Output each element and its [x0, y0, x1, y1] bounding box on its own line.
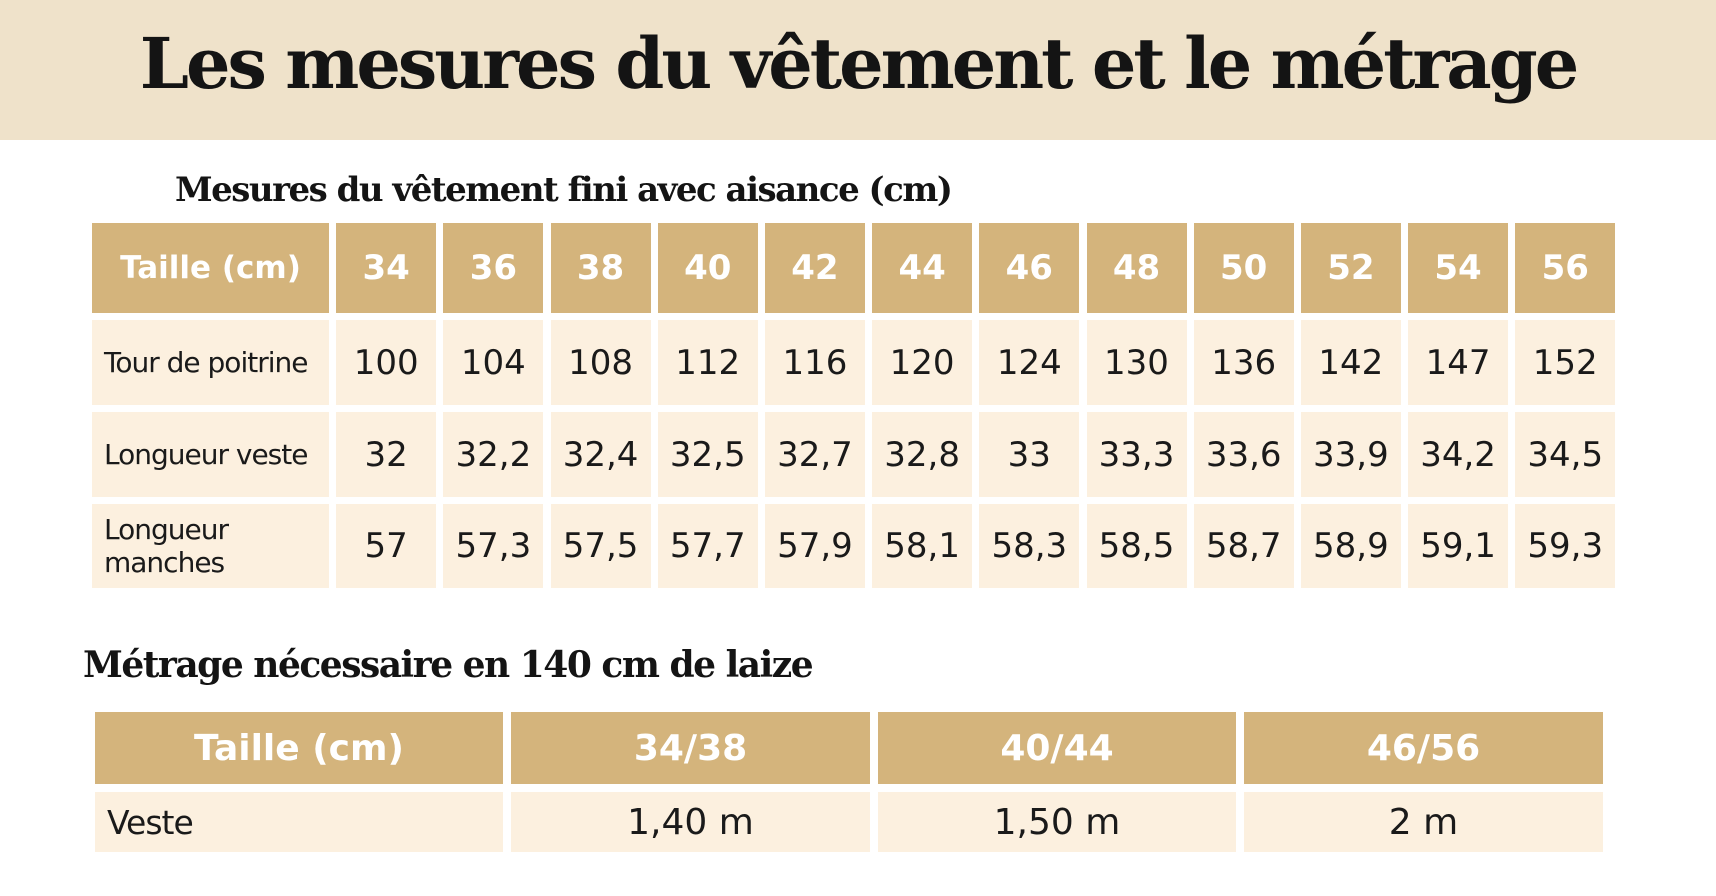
measures-table: Taille (cm) 34 36 38 40 42 44 46 48 50 52 54 56 Tour … [92, 223, 1616, 588]
value-cell: 57,9 [764, 504, 865, 588]
value-cell: 142 [1300, 320, 1401, 405]
header-label-cell: Taille (cm) [95, 712, 503, 784]
value-cell: 59,1 [1408, 504, 1509, 588]
size-header-cell: 54 [1408, 223, 1509, 313]
value-cell: 2 m [1244, 792, 1603, 852]
value-cell: 116 [764, 320, 865, 405]
size-header-cell: 50 [1193, 223, 1294, 313]
size-header-cell: 38 [550, 223, 651, 313]
value-cell: 58,5 [1086, 504, 1187, 588]
value-cell: 33,3 [1086, 412, 1187, 497]
size-header-cell: 56 [1515, 223, 1616, 313]
value-cell: 108 [550, 320, 651, 405]
value-cell: 32,5 [657, 412, 758, 497]
value-cell: 1,50 m [878, 792, 1236, 852]
value-cell: 104 [443, 320, 544, 405]
value-cell: 57,7 [657, 504, 758, 588]
title-band [0, 0, 1716, 140]
value-cell: 124 [979, 320, 1080, 405]
value-cell: 130 [1086, 320, 1187, 405]
value-cell: 57,5 [550, 504, 651, 588]
value-cell: 59,3 [1515, 504, 1616, 588]
size-header-cell: 48 [1086, 223, 1187, 313]
value-cell: 33 [979, 412, 1080, 497]
size-header-cell: 40 [657, 223, 758, 313]
size-header-cell: 46/56 [1244, 712, 1603, 784]
value-cell: 33,9 [1300, 412, 1401, 497]
value-cell: 57 [336, 504, 437, 588]
value-cell: 57,3 [443, 504, 544, 588]
value-cell: 112 [657, 320, 758, 405]
value-cell: 34,2 [1408, 412, 1509, 497]
measures-heading: Mesures du vêtement fini avec aisance (c… [175, 170, 953, 210]
value-cell: 34,5 [1515, 412, 1616, 497]
value-cell: 33,6 [1193, 412, 1294, 497]
row-label-cell: Longueur manches [92, 504, 329, 588]
size-header-cell: 44 [872, 223, 973, 313]
value-cell: 58,7 [1193, 504, 1294, 588]
size-header-cell: 52 [1300, 223, 1401, 313]
value-cell: 1,40 m [511, 792, 870, 852]
yardage-heading: Métrage nécessaire en 140 cm de laize [83, 644, 814, 686]
header-label-cell: Taille (cm) [92, 223, 329, 313]
value-cell: 32,7 [764, 412, 865, 497]
value-cell: 32,4 [550, 412, 651, 497]
row-label-cell: Longueur veste [92, 412, 329, 497]
value-cell: 100 [336, 320, 437, 405]
page-title: Les mesures du vêtement et le métrage [139, 22, 1580, 105]
yardage-table: Taille (cm) 34/38 40/44 46/56 Veste 1,40 m 1,5… [95, 712, 1603, 852]
value-cell: 136 [1193, 320, 1294, 405]
value-cell: 32,2 [443, 412, 544, 497]
row-label-cell: Tour de poitrine [92, 320, 329, 405]
value-cell: 58,1 [872, 504, 973, 588]
value-cell: 147 [1408, 320, 1509, 405]
value-cell: 120 [872, 320, 973, 405]
value-cell: 58,3 [979, 504, 1080, 588]
size-header-cell: 46 [979, 223, 1080, 313]
size-header-cell: 36 [443, 223, 544, 313]
row-label-cell: Veste [95, 792, 503, 852]
value-cell: 32,8 [872, 412, 973, 497]
value-cell: 152 [1515, 320, 1616, 405]
value-cell: 32 [336, 412, 437, 497]
size-header-cell: 34 [336, 223, 437, 313]
value-cell: 58,9 [1300, 504, 1401, 588]
size-header-cell: 42 [764, 223, 865, 313]
size-header-cell: 40/44 [878, 712, 1236, 784]
size-header-cell: 34/38 [511, 712, 870, 784]
